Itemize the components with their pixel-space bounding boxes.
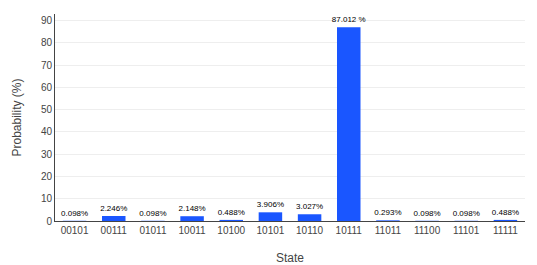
svg-text:0.098%: 0.098% — [139, 209, 166, 218]
svg-text:0.488%: 0.488% — [218, 208, 245, 217]
svg-text:60: 60 — [41, 82, 53, 93]
svg-text:Probability (%): Probability (%) — [10, 78, 24, 156]
svg-text:0.098%: 0.098% — [414, 209, 441, 218]
svg-text:0: 0 — [46, 216, 52, 227]
svg-text:90: 90 — [41, 15, 53, 26]
svg-text:50: 50 — [41, 104, 53, 115]
svg-text:10011: 10011 — [179, 225, 207, 236]
svg-text:20: 20 — [41, 171, 53, 182]
svg-text:0.098%: 0.098% — [453, 209, 480, 218]
svg-text:10111: 10111 — [336, 225, 363, 236]
svg-text:10101: 10101 — [257, 225, 285, 236]
svg-text:10110: 10110 — [296, 225, 324, 236]
svg-text:3.027%: 3.027% — [296, 202, 323, 211]
svg-text:State: State — [276, 251, 304, 265]
svg-text:10: 10 — [41, 193, 53, 204]
svg-text:11100: 11100 — [414, 225, 441, 236]
svg-text:11101: 11101 — [453, 225, 480, 236]
svg-text:70: 70 — [41, 60, 53, 71]
svg-text:2.246%: 2.246% — [100, 204, 127, 213]
svg-text:01011: 01011 — [139, 225, 167, 236]
svg-text:40: 40 — [41, 126, 53, 137]
svg-text:11011: 11011 — [375, 225, 402, 236]
svg-text:0.488%: 0.488% — [492, 208, 519, 217]
svg-text:11111: 11111 — [493, 225, 518, 236]
svg-text:00101: 00101 — [61, 225, 89, 236]
svg-text:3.906%: 3.906% — [257, 200, 284, 209]
svg-text:2.148%: 2.148% — [179, 204, 206, 213]
svg-text:10100: 10100 — [217, 225, 245, 236]
svg-text:00111: 00111 — [101, 225, 128, 236]
svg-text:30: 30 — [41, 149, 53, 160]
svg-text:87.012 %: 87.012 % — [332, 15, 366, 24]
svg-text:80: 80 — [41, 37, 53, 48]
svg-text:0.293%: 0.293% — [374, 208, 401, 217]
svg-text:0.098%: 0.098% — [61, 209, 88, 218]
